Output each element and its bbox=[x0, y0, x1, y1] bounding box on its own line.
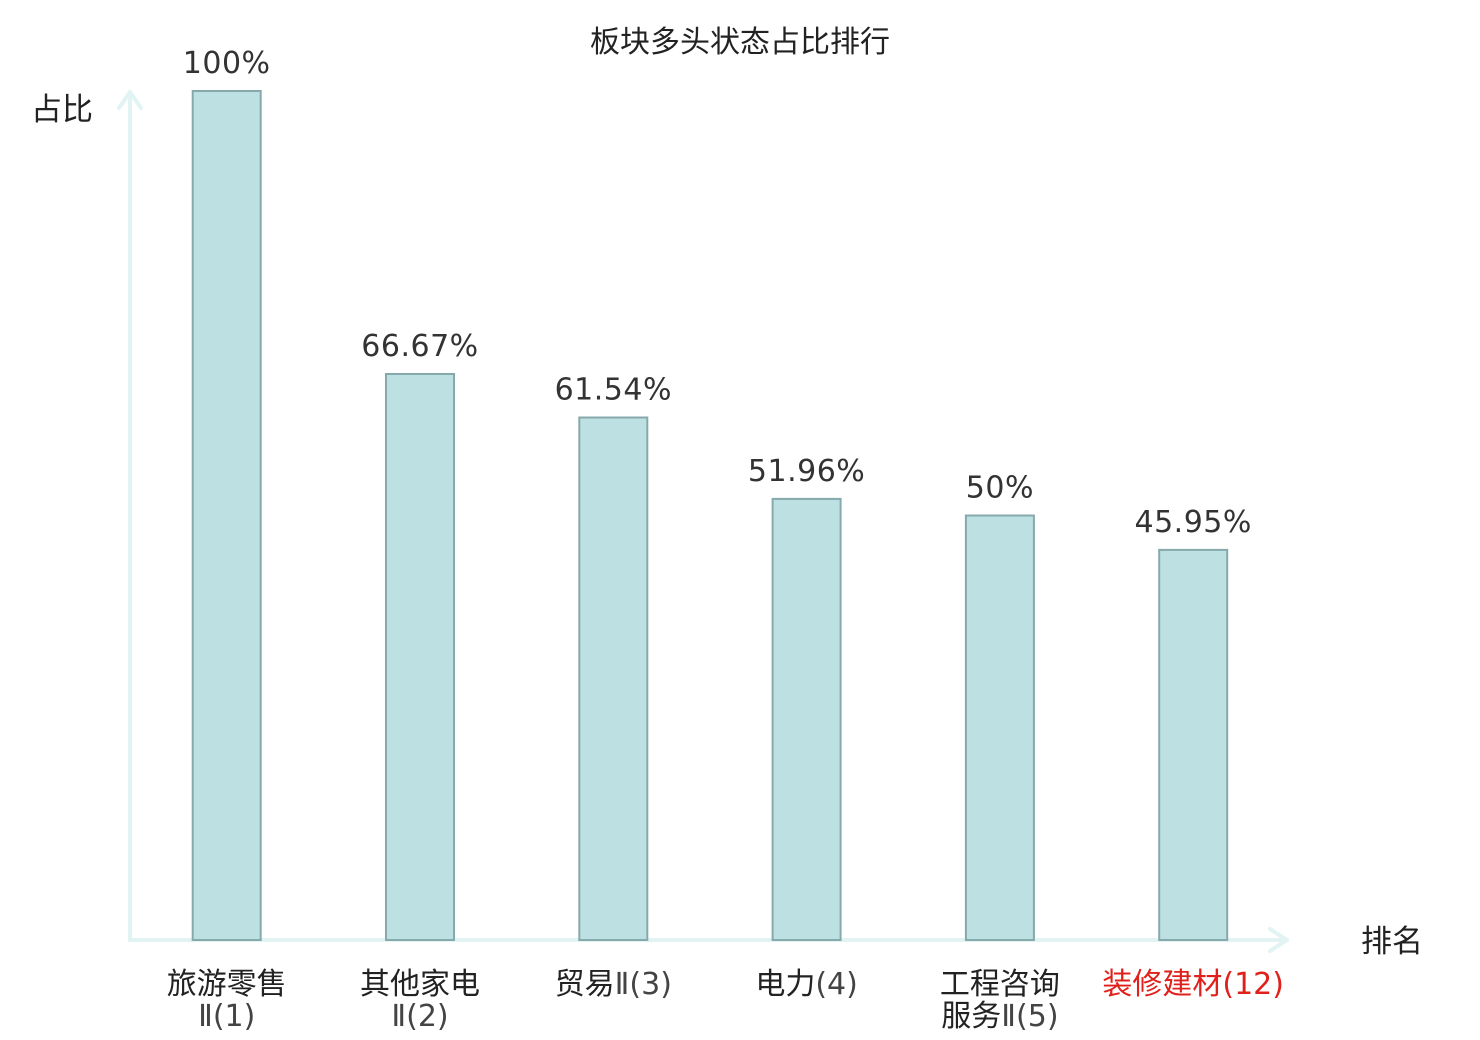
category-name: 装修建材 bbox=[1102, 967, 1222, 1002]
bar bbox=[385, 373, 455, 941]
category-rank: Ⅱ(3) bbox=[615, 967, 672, 1002]
value-label: 100% bbox=[183, 46, 271, 81]
category-name: 贸易 bbox=[555, 967, 615, 1002]
category-name: 电力 bbox=[755, 967, 815, 1002]
bar bbox=[1158, 548, 1229, 942]
chart-title: 板块多头状态占比排行 bbox=[590, 25, 890, 60]
bar bbox=[191, 90, 262, 941]
axes bbox=[117, 90, 1289, 953]
bar-series bbox=[191, 90, 1229, 942]
y-axis-arrow bbox=[117, 90, 143, 110]
x-axis-label: 排名 bbox=[1361, 924, 1423, 960]
bar bbox=[964, 514, 1035, 941]
x-axis-arrow bbox=[1268, 927, 1289, 953]
category-name: 旅游零售 bbox=[167, 967, 287, 1002]
bar bbox=[578, 416, 649, 941]
x-tick-label: 贸易Ⅱ(3) bbox=[555, 967, 672, 1002]
value-label: 45.95% bbox=[1135, 505, 1252, 540]
data-labels: 100% 66.67% 61.54% 51.96% 50% 45.95% bbox=[183, 46, 1252, 540]
y-axis-label: 占比 bbox=[31, 92, 93, 128]
x-tick-labels: 旅游零售 Ⅱ(1) 其他家电 Ⅱ(2) 贸易Ⅱ(3) 电力(4) 工程咨询服务Ⅱ(5) 装修建… bbox=[167, 967, 1284, 1034]
category-rank: (12) bbox=[1222, 967, 1284, 1002]
category-name-line2: 服务 bbox=[941, 999, 1001, 1034]
x-tick-label: 其他家电 Ⅱ(2) bbox=[360, 967, 480, 1034]
x-tick-label: 工程咨询服务Ⅱ(5) bbox=[940, 967, 1060, 1034]
category-rank: (4) bbox=[815, 967, 858, 1002]
value-label: 61.54% bbox=[555, 373, 672, 408]
value-label: 51.96% bbox=[748, 454, 865, 489]
category-name: 工程咨询 bbox=[940, 967, 1060, 1002]
x-tick-label: 旅游零售 Ⅱ(1) bbox=[167, 967, 287, 1034]
x-tick-label: 电力(4) bbox=[755, 967, 858, 1002]
x-tick-label: 装修建材(12) bbox=[1102, 967, 1284, 1002]
category-name: 其他家电 bbox=[360, 967, 480, 1002]
category-rank: Ⅱ(5) bbox=[1001, 999, 1058, 1034]
category-rank: Ⅱ(1) bbox=[198, 999, 255, 1034]
category-rank: Ⅱ(2) bbox=[391, 999, 448, 1034]
value-label: 66.67% bbox=[361, 329, 478, 364]
value-label: 50% bbox=[966, 471, 1034, 506]
bar bbox=[771, 497, 842, 941]
